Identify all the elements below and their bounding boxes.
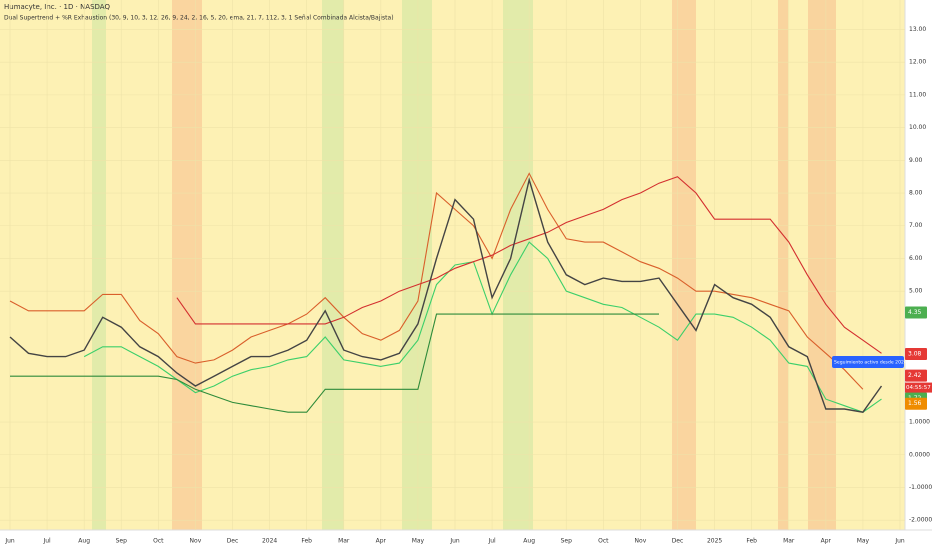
bull-zone (322, 0, 344, 530)
x-tick-label: Jul (487, 538, 496, 545)
bear-zone (672, 0, 696, 530)
price-badge-label: 1.56 (908, 400, 922, 407)
x-tick-label: Jul (42, 538, 51, 545)
indicator: Dual Supertrend + %R Exhaustion (30, 9, … (4, 15, 394, 22)
series-line (176, 176, 882, 354)
bull-zone (402, 0, 432, 530)
y-tick-label: 7.00 (909, 222, 923, 229)
bear-zone (172, 0, 202, 530)
x-tick-label: Oct (153, 538, 164, 545)
x-tick-label: Jun (894, 538, 905, 545)
x-tick-label: Aug (523, 538, 535, 545)
price-badge-label: 2.42 (908, 372, 922, 379)
x-tick-label: Jun (449, 538, 460, 545)
x-tick-label: Feb (746, 538, 757, 545)
x-tick-label: May (857, 538, 870, 545)
x-tick-label: Sep (561, 538, 573, 545)
y-tick-label: 10.00 (909, 124, 926, 131)
bear-zone (808, 0, 836, 530)
y-tick-label: 5.00 (909, 288, 923, 295)
x-tick-label: Dec (227, 538, 239, 545)
series-line (9, 172, 864, 390)
y-tick-label: -2.0000 (909, 517, 932, 524)
x-tick-label: 2025 (707, 538, 722, 545)
price-badge-label: 3.08 (908, 350, 922, 357)
y-tick-label: 11.00 (909, 91, 926, 98)
series-line (10, 313, 659, 413)
price-badge-label: 4.35 (908, 309, 922, 316)
y-tick-label: 12.00 (909, 59, 926, 66)
series-line (83, 241, 882, 413)
y-tick-label: 6.00 (909, 255, 923, 262)
x-tick-label: Mar (338, 538, 350, 545)
symbol: Humacyte, Inc. · 1D · NASDAQ (4, 3, 110, 11)
price-badge (905, 306, 927, 319)
price-badge (905, 347, 927, 360)
x-tick-label: Apr (376, 538, 387, 545)
x-tick-label: Aug (78, 538, 90, 545)
x-tick-label: Apr (821, 538, 832, 545)
x-tick-label: Feb (301, 538, 312, 545)
price-badge (905, 369, 927, 382)
price-badge (905, 397, 927, 410)
annotation-box (832, 355, 904, 368)
series-line (9, 177, 883, 413)
y-tick-label: -1.0000 (909, 484, 932, 491)
bear-zone (778, 0, 788, 530)
y-tick-label: 8.00 (909, 190, 923, 197)
x-tick-label: Dec (672, 538, 684, 545)
x-tick-label: Jun (4, 538, 15, 545)
y-tick-label: 0.0000 (909, 451, 930, 458)
plot-area (0, 0, 905, 530)
x-tick-label: Sep (116, 538, 128, 545)
countdown-badge (905, 382, 932, 393)
y-tick-label: 13.00 (909, 26, 926, 33)
bull-zone (92, 0, 106, 530)
countdown: 04:55:57 (906, 385, 931, 391)
y-tick-label: 1.0000 (909, 419, 930, 426)
x-tick-label: Nov (190, 538, 202, 545)
x-tick-label: Nov (635, 538, 647, 545)
annotation: Seguimiento activo desde 2024-03-0 (834, 359, 919, 365)
y-tick-label: 9.00 (909, 157, 923, 164)
x-tick-label: Oct (598, 538, 609, 545)
x-tick-label: Mar (783, 538, 795, 545)
x-tick-label: May (412, 538, 425, 545)
x-tick-label: 2024 (262, 538, 277, 545)
